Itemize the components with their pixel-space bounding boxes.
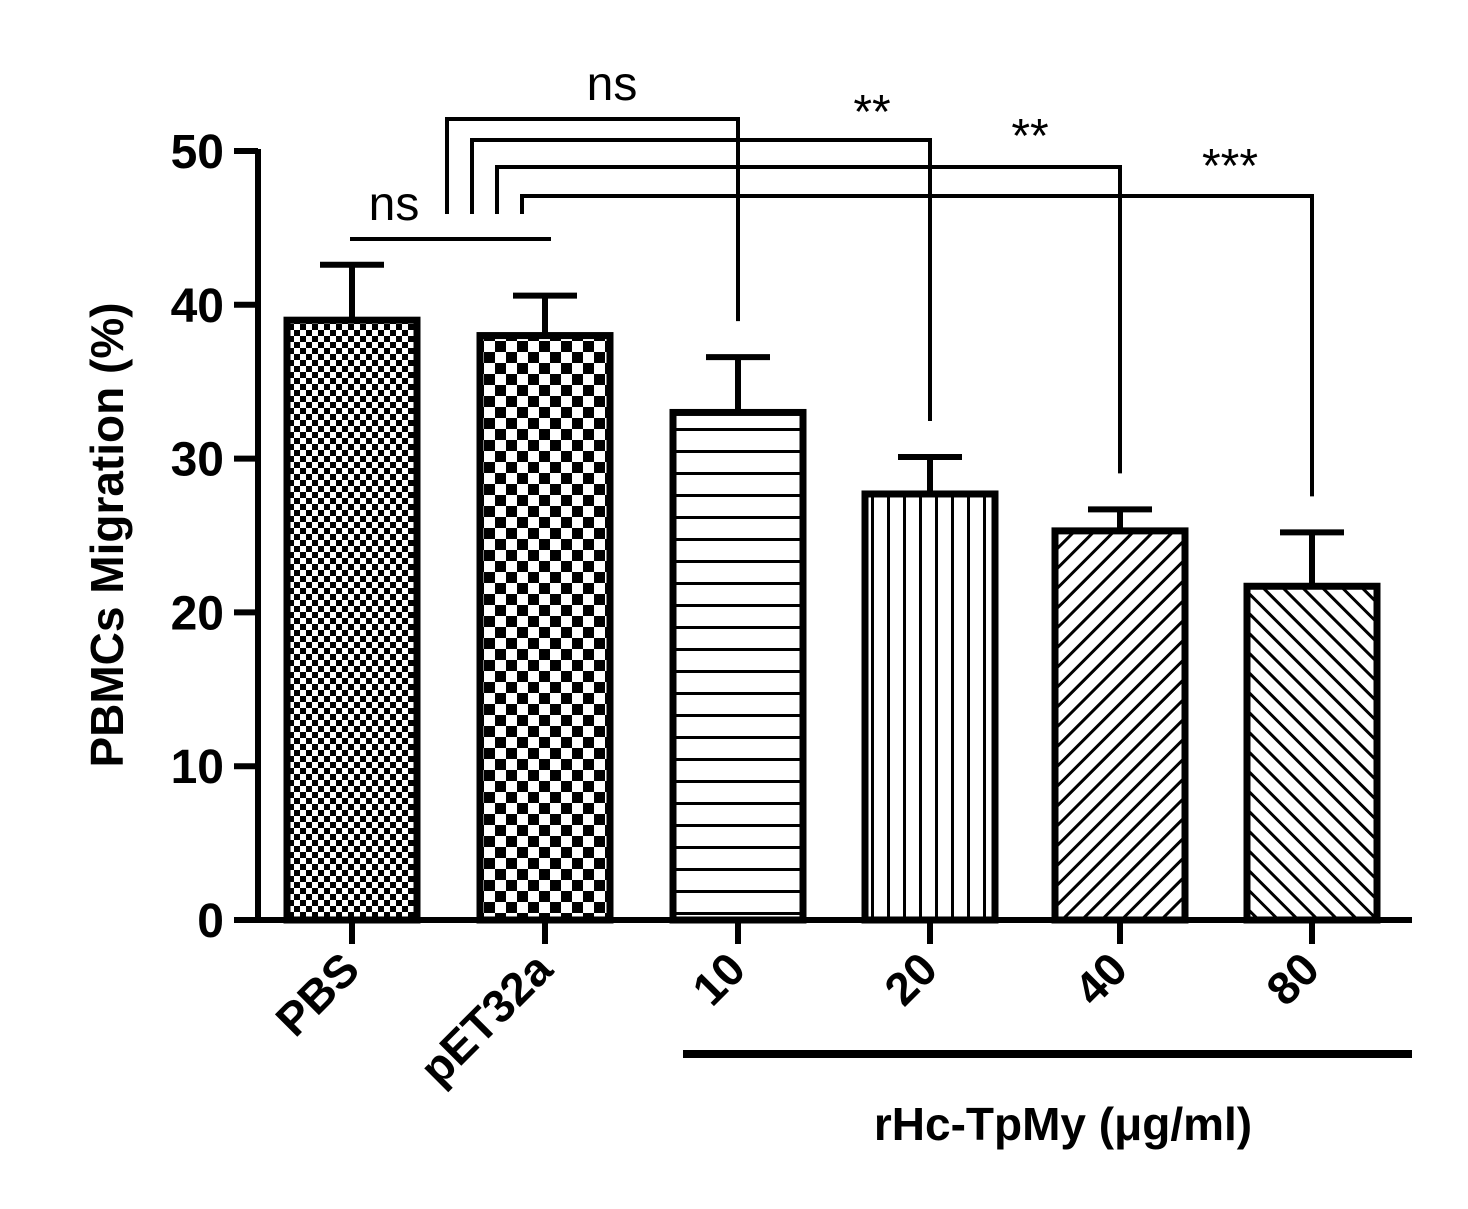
bar-20 xyxy=(861,490,999,924)
x-category-label: 20 xyxy=(874,942,947,1015)
bar-40 xyxy=(1051,527,1189,924)
sig-label: ns xyxy=(369,178,420,231)
y-tick-label: 10 xyxy=(171,741,224,794)
y-tick-label: 30 xyxy=(171,434,224,487)
sig-label: ** xyxy=(1011,110,1048,163)
y-tick-label: 0 xyxy=(197,895,224,948)
x-category-label: pET32a xyxy=(410,942,563,1095)
y-tick-label: 40 xyxy=(171,280,224,333)
sig-bracket xyxy=(520,194,1314,497)
x-category-label: 10 xyxy=(682,942,755,1015)
sig-label: ns xyxy=(587,58,638,111)
y-tick-label: 50 xyxy=(171,126,224,179)
bar-10 xyxy=(669,408,807,924)
x-category-label: PBS xyxy=(265,942,369,1046)
x-category-label: 80 xyxy=(1256,942,1329,1015)
bar-80 xyxy=(1243,582,1381,924)
bar-pet32a xyxy=(476,332,614,924)
sig-bracket xyxy=(470,138,932,422)
x-category-label: 40 xyxy=(1064,942,1137,1015)
y-tick-label: 20 xyxy=(171,587,224,640)
bar-pbs xyxy=(283,316,421,924)
sig-label: ** xyxy=(853,86,890,139)
y-axis-title: PBMCs Migration (%) xyxy=(81,302,133,767)
group-label: rHc-TpMy (μg/ml) xyxy=(874,1098,1252,1150)
sig-label: *** xyxy=(1202,140,1258,193)
sig-bracket xyxy=(445,117,740,322)
sig-bracket xyxy=(495,165,1122,474)
